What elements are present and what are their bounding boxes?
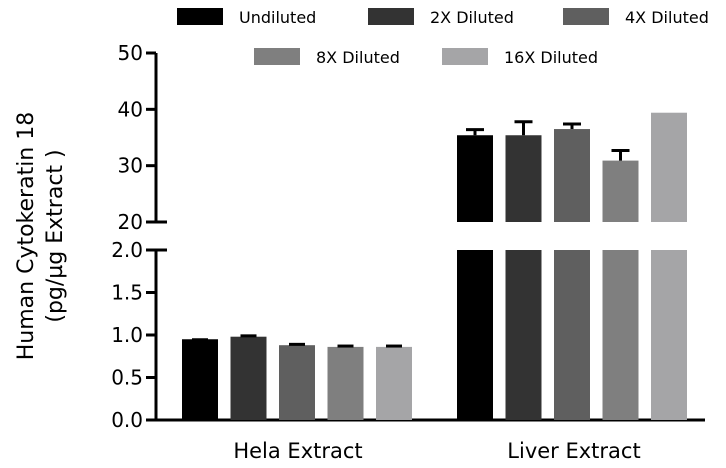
category-labels: Hela Extract Liver Extract: [233, 439, 640, 463]
y-tick-label: 1.0: [111, 323, 143, 347]
bar: [457, 135, 493, 222]
legend-label: 2X Diluted: [430, 8, 514, 27]
y-axis-title-line: Human Cytokeratin 18: [14, 112, 39, 361]
legend-swatch: [368, 8, 414, 25]
bar: [651, 112, 687, 222]
bar: [182, 339, 218, 420]
legend-swatch: [563, 8, 609, 25]
bar: [376, 346, 412, 420]
y-tick-label: 50: [118, 41, 143, 65]
x-category-label: Hela Extract: [233, 439, 362, 463]
error-bars: [192, 120, 630, 348]
legend: Undiluted 2X Diluted 4X Diluted 8X Diluted 1…: [177, 8, 709, 67]
bar-lower-part: [651, 250, 687, 420]
legend-swatch: [177, 8, 223, 25]
y-tick-label: 40: [118, 97, 143, 121]
y-axis-title: Human Cytokeratin 18 (pg/µg Extract ): [14, 112, 68, 361]
legend-label: 16X Diluted: [504, 48, 598, 67]
bar: [602, 160, 639, 222]
legend-swatch: [442, 48, 488, 65]
legend-swatch: [254, 48, 300, 65]
y-tick-label: 20: [118, 210, 143, 234]
bar-lower-part: [554, 250, 590, 420]
bar-lower-part: [457, 250, 493, 420]
bars: [182, 112, 687, 420]
legend-label: Undiluted: [239, 8, 316, 27]
y-tick-label: 1.5: [111, 281, 143, 305]
legend-label: 4X Diluted: [625, 8, 709, 27]
bar: [230, 336, 267, 420]
y-axis-title-line: (pg/µg Extract ): [43, 149, 68, 322]
bar: [327, 346, 364, 420]
bar-lower-part: [602, 250, 639, 420]
x-category-label: Liver Extract: [507, 439, 640, 463]
bar-lower-part: [505, 250, 542, 420]
legend-label: 8X Diluted: [316, 48, 400, 67]
y-tick-label: 0.0: [111, 408, 143, 432]
y-tick-label: 0.5: [111, 366, 143, 390]
y-tick-label: 30: [118, 154, 143, 178]
y-tick-label: 2.0: [111, 238, 143, 262]
bar: [554, 129, 590, 222]
bar: [279, 345, 315, 420]
bar: [505, 135, 542, 222]
